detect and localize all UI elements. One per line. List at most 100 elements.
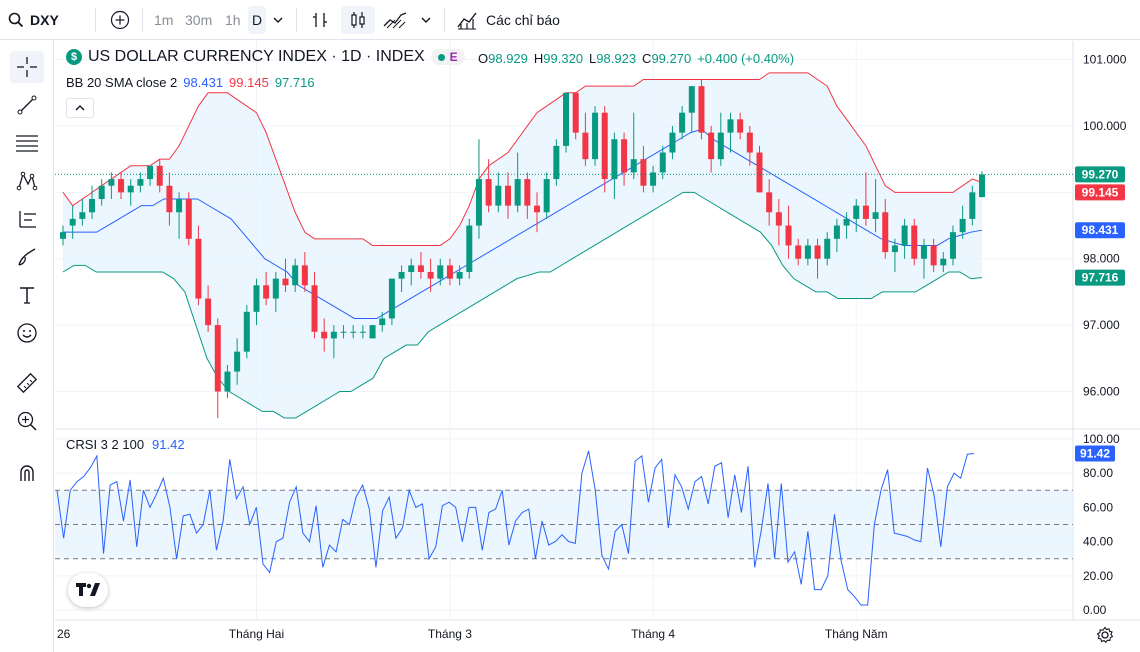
bb-basis-line bbox=[63, 128, 983, 319]
price-badge-label: 98.431 bbox=[1082, 223, 1119, 237]
crosshair-tool[interactable] bbox=[10, 51, 44, 83]
timeframe-d[interactable]: D bbox=[248, 6, 267, 34]
trendline-tool[interactable] bbox=[10, 89, 44, 121]
pattern-tool[interactable] bbox=[10, 165, 44, 197]
emoji-tool[interactable] bbox=[10, 317, 44, 349]
top-toolbar: DXY 1m 30m 1h D Các chỉ báo bbox=[0, 0, 1140, 40]
candle-body bbox=[824, 238, 831, 259]
indicators-icon bbox=[457, 12, 477, 30]
chart-settings-button[interactable] bbox=[1096, 626, 1114, 649]
candle-body bbox=[350, 331, 357, 333]
bb-legend[interactable]: BB 20 SMA close 2 98.431 99.145 97.716 bbox=[66, 75, 315, 90]
candle-body bbox=[272, 278, 279, 299]
candle-body bbox=[253, 285, 260, 312]
candle-body bbox=[601, 112, 608, 180]
candle-body bbox=[572, 92, 579, 133]
price-badge-bb-lower bbox=[1075, 269, 1125, 286]
crsi-legend[interactable]: CRSI 3 2 100 91.42 bbox=[66, 437, 185, 452]
measure-tool[interactable] bbox=[10, 203, 44, 235]
candle-body bbox=[147, 165, 154, 180]
candle-body bbox=[785, 225, 792, 246]
candle-style-button[interactable] bbox=[341, 6, 375, 34]
indicators-button[interactable]: Các chỉ báo bbox=[456, 0, 560, 40]
timeframe-1m[interactable]: 1m bbox=[154, 12, 174, 28]
candle-body bbox=[795, 245, 802, 259]
price-axis-label: 100.000 bbox=[1083, 119, 1127, 133]
candle-body bbox=[766, 192, 773, 213]
e-badge-letter: E bbox=[449, 50, 458, 64]
price-axis-label: 98.000 bbox=[1083, 252, 1120, 266]
ruler-tool[interactable] bbox=[10, 367, 44, 399]
candle-body bbox=[485, 179, 492, 206]
candle-body bbox=[321, 331, 328, 339]
price-badge-bb-upper bbox=[1075, 184, 1125, 201]
candle-body bbox=[727, 119, 734, 133]
zoom-tool[interactable] bbox=[10, 405, 44, 437]
candle-body bbox=[843, 218, 850, 226]
bb-fill bbox=[63, 72, 982, 419]
fib-tool[interactable] bbox=[10, 127, 44, 159]
candle-body bbox=[959, 218, 966, 233]
bar-style-icon bbox=[313, 13, 327, 27]
candle-body bbox=[379, 318, 386, 326]
candle-body bbox=[427, 272, 434, 279]
candle-body bbox=[214, 325, 221, 392]
candle-body bbox=[417, 265, 424, 273]
candle-body bbox=[224, 371, 231, 392]
open-value: 98.929 bbox=[488, 51, 528, 66]
candle-body bbox=[872, 212, 879, 219]
brush-tool[interactable] bbox=[10, 241, 44, 273]
candle-body bbox=[98, 185, 105, 199]
text-tool[interactable] bbox=[10, 279, 44, 311]
chart-canvas[interactable]: 26 Tháng Hai Tháng 3 Tháng 4 Tháng Năm 96.000… bbox=[55, 41, 1140, 652]
time-axis-label: 26 bbox=[57, 627, 71, 641]
candle-body bbox=[330, 331, 337, 339]
candle-body bbox=[176, 198, 183, 213]
candle-style-icon bbox=[351, 12, 365, 28]
time-axis-label: Tháng Hai bbox=[229, 627, 284, 641]
candle-body bbox=[746, 132, 753, 153]
bb-label: BB 20 SMA close 2 bbox=[66, 75, 178, 90]
bar-style-button[interactable] bbox=[310, 0, 330, 40]
area-style-button[interactable] bbox=[383, 0, 407, 40]
drawing-toolbar bbox=[0, 41, 54, 652]
crsi-axis-label: 40.00 bbox=[1083, 535, 1113, 549]
candle-body bbox=[388, 278, 395, 319]
crsi-axis-label: 60.00 bbox=[1083, 500, 1113, 514]
chevron-down-icon bbox=[421, 17, 431, 23]
market-status-badge[interactable]: E bbox=[430, 49, 465, 65]
crsi-line bbox=[56, 450, 975, 606]
candle-body bbox=[669, 132, 676, 153]
chart-legend-title[interactable]: $ US DOLLAR CURRENCY INDEX · 1D · INDEX … bbox=[66, 48, 465, 66]
candle-body bbox=[60, 232, 66, 239]
chevron-up-icon bbox=[75, 105, 85, 111]
search-icon bbox=[8, 12, 24, 28]
candle-body bbox=[717, 132, 724, 160]
magnet-tool[interactable] bbox=[10, 457, 44, 489]
candle-body bbox=[408, 265, 415, 273]
time-axis-label: Tháng 3 bbox=[428, 627, 472, 641]
candle-body bbox=[514, 179, 521, 206]
candle-body bbox=[282, 278, 289, 286]
chart-type-dropdown[interactable] bbox=[420, 0, 432, 40]
dollar-logo-icon: $ bbox=[66, 49, 82, 65]
candle-body bbox=[543, 179, 550, 213]
area-style-icon bbox=[383, 12, 407, 29]
timeframe-30m[interactable]: 30m bbox=[185, 12, 213, 28]
timeframe-1h[interactable]: 1h bbox=[225, 12, 241, 28]
candle-body bbox=[89, 198, 96, 213]
collapse-legend-button[interactable] bbox=[66, 98, 94, 118]
magnet-icon bbox=[20, 465, 34, 481]
symbol-search[interactable]: DXY bbox=[8, 0, 59, 40]
tradingview-logo[interactable] bbox=[68, 573, 108, 607]
price-axis-label: 101.000 bbox=[1083, 53, 1127, 67]
candle-body bbox=[862, 205, 869, 219]
candle-body bbox=[534, 205, 541, 213]
tradingview-logo-icon bbox=[76, 583, 100, 596]
indicators-label: Các chỉ báo bbox=[486, 12, 560, 28]
candle-body bbox=[475, 179, 482, 226]
brush-icon bbox=[18, 248, 36, 266]
timeframe-dropdown[interactable] bbox=[272, 0, 284, 40]
crsi-axis-label: 80.00 bbox=[1083, 466, 1113, 480]
compare-symbol-button[interactable] bbox=[108, 0, 132, 40]
